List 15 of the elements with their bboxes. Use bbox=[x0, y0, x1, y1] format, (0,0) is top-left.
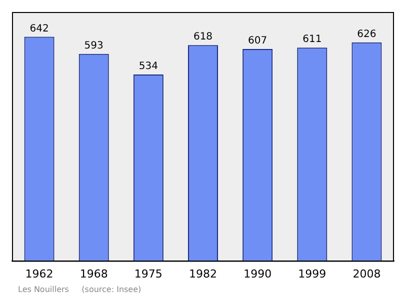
data-label: 593 bbox=[84, 40, 104, 52]
x-tick-label: 2008 bbox=[352, 267, 381, 280]
x-tick-label: 1962 bbox=[25, 267, 54, 280]
x-tick-label: 1968 bbox=[80, 267, 108, 280]
text: Les Nouillers (source: Insee) bbox=[18, 285, 142, 294]
x-tick-label: 1975 bbox=[134, 267, 162, 280]
data-label: 626 bbox=[357, 28, 376, 40]
data-label: 611 bbox=[302, 34, 322, 46]
x-tick-label: 1999 bbox=[298, 267, 326, 280]
data-label: 642 bbox=[30, 23, 49, 34]
data-label: 534 bbox=[138, 61, 158, 72]
data-label: 618 bbox=[193, 32, 213, 43]
data-label: 607 bbox=[248, 36, 268, 47]
x-tick-label: 1990 bbox=[244, 267, 272, 280]
x-tick-label: 1982 bbox=[189, 267, 217, 280]
